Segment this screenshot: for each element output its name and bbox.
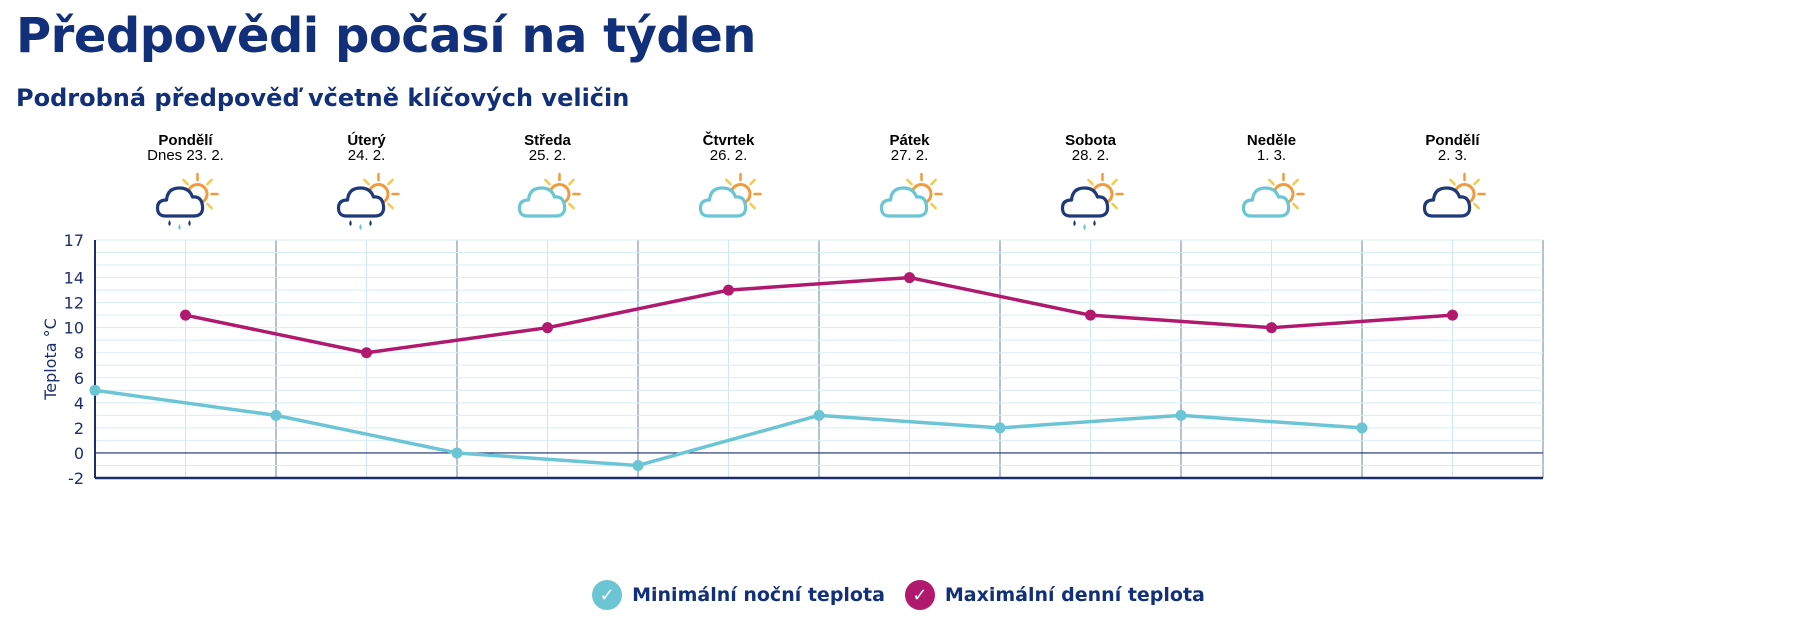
legend-min-label: Minimální noční teplota: [632, 584, 885, 606]
day-name: Pátek: [889, 132, 930, 149]
point-max-temp: [1447, 309, 1458, 321]
day-date: 2. 3.: [1438, 147, 1467, 164]
legend-min-temp[interactable]: ✓ Minimální noční teplota: [592, 580, 885, 610]
point-min-temp: [1175, 409, 1187, 421]
y-tick-label: 10: [64, 319, 84, 338]
day-name: Úterý: [347, 131, 386, 149]
series-line-max: [185, 275, 1453, 355]
y-tick-label: 6: [74, 369, 84, 388]
day-date: 25. 2.: [529, 147, 567, 164]
y-tick-label: 12: [64, 294, 84, 313]
point-max-temp: [904, 272, 915, 284]
day-name: Čtvrtek: [703, 131, 755, 149]
y-tick-label: -2: [68, 469, 84, 488]
day-name: Středa: [524, 132, 571, 149]
day-name: Neděle: [1247, 132, 1296, 149]
cloud-rain-sun-icon: [155, 172, 219, 230]
point-min-temp: [813, 409, 825, 421]
point-max-temp: [542, 322, 553, 334]
day-date: 26. 2.: [710, 147, 748, 164]
day-date: 28. 2.: [1072, 147, 1110, 164]
cloudy-sun-icon: [1422, 172, 1486, 218]
partly-cloudy-icon: [517, 172, 581, 218]
day-date: Dnes 23. 2.: [147, 147, 224, 164]
day-name: Pondělí: [158, 132, 213, 149]
point-max-temp: [1266, 322, 1277, 334]
y-tick-label: 0: [74, 444, 84, 463]
point-max-temp: [1085, 309, 1096, 321]
cloud-rain-sun-icon: [336, 172, 400, 230]
chart-legend: ✓ Minimální noční teplota ✓ Maximální de…: [0, 580, 1797, 610]
partly-cloudy-icon: [1241, 172, 1305, 218]
point-min-temp: [89, 384, 101, 396]
day-date: 1. 3.: [1257, 147, 1286, 164]
y-tick-label: 14: [64, 269, 84, 288]
point-min-temp: [270, 409, 282, 421]
y-tick-label: 8: [74, 344, 84, 363]
point-min-temp: [632, 459, 644, 471]
legend-max-label: Maximální denní teplota: [944, 584, 1205, 606]
point-max-temp: [361, 347, 372, 359]
legend-max-check-icon: ✓: [904, 580, 935, 610]
point-min-temp: [994, 422, 1006, 434]
day-date: 27. 2.: [891, 147, 929, 164]
y-tick-label: 2: [74, 419, 84, 438]
y-tick-label: 17: [64, 231, 84, 250]
legend-min-check-icon: ✓: [592, 580, 623, 610]
day-date: 24. 2.: [348, 147, 386, 164]
day-name: Pondělí: [1425, 132, 1480, 149]
point-max-temp: [723, 284, 734, 296]
point-min-temp: [1356, 422, 1368, 434]
cloud-rain-sun-icon: [1060, 172, 1124, 230]
y-axis-label: Teplota °C: [41, 318, 60, 401]
point-min-temp: [451, 447, 463, 459]
partly-cloudy-icon: [698, 172, 762, 218]
page-title: Předpovědi počasí na týden: [16, 8, 756, 64]
y-tick-label: 4: [74, 394, 84, 413]
page-subtitle: Podrobná předpověď včetně klíčových veli…: [16, 84, 630, 112]
point-max-temp: [180, 309, 191, 321]
legend-max-temp[interactable]: ✓ Maximální denní teplota: [904, 580, 1205, 610]
partly-cloudy-icon: [879, 172, 943, 218]
day-name: Sobota: [1065, 132, 1116, 149]
series-line-min: [94, 388, 1363, 468]
